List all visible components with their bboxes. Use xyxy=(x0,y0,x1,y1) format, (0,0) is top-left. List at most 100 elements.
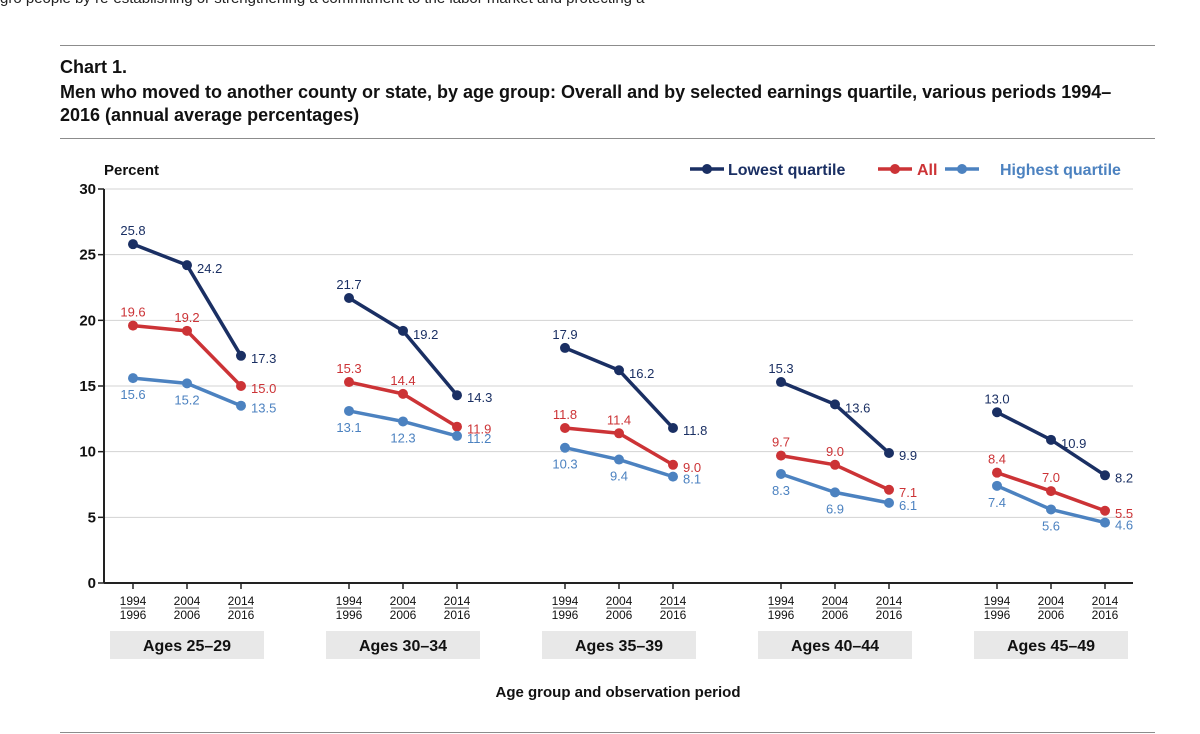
data-label-lowest-quartile: 11.8 xyxy=(683,423,707,438)
data-point-lowest-quartile xyxy=(992,407,1002,418)
y-tick-label: 30 xyxy=(79,181,96,198)
data-label-all: 14.4 xyxy=(390,373,415,388)
period-label-end: 1996 xyxy=(120,608,147,622)
period-label-start: 2014 xyxy=(228,594,255,608)
data-point-highest-quartile xyxy=(344,405,354,416)
data-label-lowest-quartile: 25.8 xyxy=(120,223,145,238)
y-tick-label: 25 xyxy=(79,247,96,264)
series-line-lowest-quartile xyxy=(780,380,891,455)
period-label-start: 2004 xyxy=(174,594,201,608)
data-point-all xyxy=(992,467,1002,478)
line-chart: 051015202530Percent199419962004200620142… xyxy=(79,162,1133,701)
data-label-highest-quartile: 10.3 xyxy=(552,457,577,472)
chart-title: Men who moved to another county or state… xyxy=(60,82,1112,125)
data-label-highest-quartile: 6.9 xyxy=(826,501,844,516)
period-label-end: 1996 xyxy=(984,608,1011,622)
data-label-highest-quartile: 6.1 xyxy=(899,498,917,513)
data-point-highest-quartile xyxy=(992,480,1002,491)
period-label-start: 2014 xyxy=(444,594,471,608)
age-group-band xyxy=(542,631,696,659)
data-label-highest-quartile: 15.2 xyxy=(174,392,199,407)
data-label-highest-quartile: 5.6 xyxy=(1042,518,1060,533)
legend-label-lowest-quartile: Lowest quartile xyxy=(728,162,845,179)
data-point-all xyxy=(776,450,786,461)
age-group-band xyxy=(110,631,264,659)
data-point-lowest-quartile xyxy=(182,260,192,271)
data-label-highest-quartile: 9.4 xyxy=(610,469,628,484)
data-label-lowest-quartile: 17.3 xyxy=(251,351,276,366)
data-point-all xyxy=(884,484,894,495)
data-point-all xyxy=(1100,505,1110,516)
period-label-end: 2016 xyxy=(228,608,255,622)
data-point-all xyxy=(236,381,246,391)
data-label-all: 19.2 xyxy=(174,310,199,325)
data-point-all xyxy=(614,428,624,439)
data-label-lowest-quartile: 16.2 xyxy=(629,366,654,381)
data-point-highest-quartile xyxy=(452,430,462,441)
legend-marker-lowest-quartile xyxy=(702,164,712,174)
period-label-start: 1994 xyxy=(984,594,1011,608)
data-label-all: 15.0 xyxy=(251,381,276,396)
y-tick-label: 15 xyxy=(79,378,96,395)
data-label-all: 8.4 xyxy=(988,452,1006,467)
period-label-end: 1996 xyxy=(552,608,579,622)
data-label-highest-quartile: 8.3 xyxy=(772,483,790,498)
data-label-all: 5.5 xyxy=(1115,506,1133,521)
legend-marker-all xyxy=(890,164,900,174)
period-label-end: 2006 xyxy=(1038,608,1065,622)
period-label-start: 1994 xyxy=(120,594,147,608)
period-label-start: 2004 xyxy=(1038,594,1065,608)
y-tick-label: 20 xyxy=(79,312,96,329)
data-point-all xyxy=(830,459,840,470)
data-point-lowest-quartile xyxy=(830,399,840,410)
data-point-lowest-quartile xyxy=(344,293,354,304)
data-point-highest-quartile xyxy=(1100,517,1110,528)
data-point-lowest-quartile xyxy=(1100,470,1110,481)
y-tick-label: 5 xyxy=(88,509,96,526)
data-point-highest-quartile xyxy=(776,468,786,479)
page-text-fragment: gro people by re-establishing or strengt… xyxy=(0,0,1200,10)
data-label-all: 9.7 xyxy=(772,435,790,450)
legend-label-highest-quartile: Highest quartile xyxy=(1000,162,1121,179)
period-label-end: 2006 xyxy=(390,608,417,622)
data-point-highest-quartile xyxy=(182,378,192,389)
data-point-highest-quartile xyxy=(1046,504,1056,515)
data-point-lowest-quartile xyxy=(560,342,570,353)
data-label-all: 11.8 xyxy=(553,407,577,422)
data-point-highest-quartile xyxy=(614,454,624,465)
age-group-band xyxy=(758,631,912,659)
data-label-all: 11.4 xyxy=(607,412,631,427)
period-label-start: 2004 xyxy=(606,594,633,608)
data-point-lowest-quartile xyxy=(884,447,894,458)
data-label-all: 7.1 xyxy=(899,485,917,500)
data-label-lowest-quartile: 9.9 xyxy=(899,448,917,463)
data-label-all: 15.3 xyxy=(336,361,361,376)
period-label-start: 1994 xyxy=(768,594,795,608)
y-tick-label: 0 xyxy=(88,575,96,592)
data-point-lowest-quartile xyxy=(128,239,138,250)
legend-label-all: All xyxy=(917,162,937,179)
period-label-start: 2004 xyxy=(822,594,849,608)
data-label-lowest-quartile: 14.3 xyxy=(467,390,492,405)
data-label-lowest-quartile: 17.9 xyxy=(552,327,577,342)
age-group-label: Ages 45–49 xyxy=(1007,638,1095,655)
age-group-band xyxy=(326,631,480,659)
legend-marker-highest-quartile xyxy=(957,164,967,174)
period-label-start: 1994 xyxy=(552,594,579,608)
data-label-all: 11.9 xyxy=(467,422,491,437)
data-label-highest-quartile: 4.6 xyxy=(1115,518,1133,533)
data-point-highest-quartile xyxy=(668,471,678,482)
period-label-end: 2016 xyxy=(876,608,903,622)
data-label-highest-quartile: 13.1 xyxy=(336,420,361,435)
data-point-highest-quartile xyxy=(398,416,408,427)
data-point-lowest-quartile xyxy=(614,365,624,376)
age-group-label: Ages 30–34 xyxy=(359,638,447,655)
data-point-all xyxy=(128,320,138,331)
data-label-all: 9.0 xyxy=(683,460,701,475)
data-label-highest-quartile: 11.2 xyxy=(467,431,491,446)
data-label-lowest-quartile: 13.0 xyxy=(984,391,1009,406)
data-label-all: 9.0 xyxy=(826,444,844,459)
data-point-all xyxy=(344,377,354,388)
period-label-end: 1996 xyxy=(768,608,795,622)
data-label-lowest-quartile: 8.2 xyxy=(1115,470,1133,485)
